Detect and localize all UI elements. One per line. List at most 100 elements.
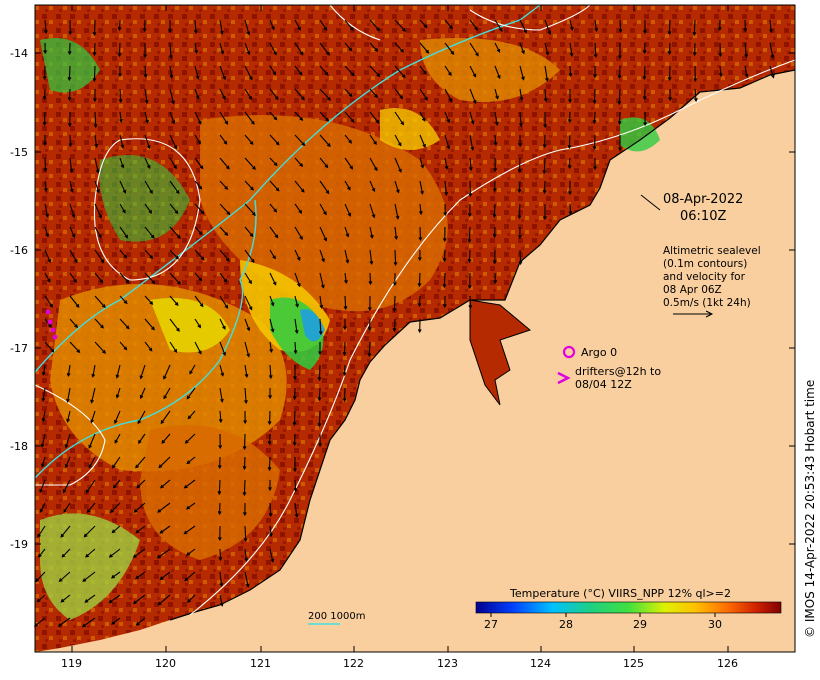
velocity-arrowhead <box>137 420 142 425</box>
velocity-arrowhead <box>345 233 350 238</box>
velocity-arrow <box>69 318 78 328</box>
velocity-arrowhead <box>35 578 40 583</box>
lon-tick: 125 <box>623 657 644 670</box>
velocity-arrowhead <box>58 578 63 582</box>
velocity-arrowhead <box>617 101 622 106</box>
velocity-arrow <box>44 226 49 237</box>
velocity-arrowhead <box>267 441 272 446</box>
velocity-arrow <box>111 617 121 625</box>
velocity-arrow <box>469 65 477 77</box>
velocity-arrowhead <box>250 186 254 191</box>
velocity-arrowhead <box>123 300 128 305</box>
velocity-arrow <box>269 249 276 259</box>
velocity-arrow <box>194 111 202 124</box>
velocity-arrowhead <box>88 464 93 469</box>
velocity-arrow <box>294 111 303 121</box>
velocity-arrow <box>219 295 228 309</box>
velocity-arrowhead <box>133 509 138 513</box>
velocity-arrow <box>344 42 352 51</box>
velocity-arrow <box>119 295 128 304</box>
velocity-arrow <box>42 364 46 375</box>
velocity-arrowhead <box>618 147 622 152</box>
velocity-arrowhead <box>249 141 254 146</box>
velocity-arrowhead <box>321 258 325 263</box>
velocity-arrowhead <box>98 234 102 239</box>
velocity-arrow <box>144 111 149 123</box>
velocity-arrowhead <box>123 346 128 351</box>
velocity-arrowhead <box>468 166 473 172</box>
velocity-arrow <box>94 249 104 263</box>
velocity-arrowhead <box>146 164 151 169</box>
velocity-arrowhead <box>568 211 573 216</box>
velocity-arrowhead <box>242 492 247 497</box>
velocity-arrowhead <box>83 533 88 538</box>
altimetry-line: (0.1m contours) <box>663 258 747 270</box>
velocity-arrowhead <box>173 165 177 170</box>
velocity-arrowhead <box>744 73 749 78</box>
velocity-arrow <box>144 180 153 194</box>
colorbar: Temperature (°C) VIIRS_NPP 12% ql>=2 27 … <box>475 587 782 631</box>
velocity-arrowhead <box>499 27 503 32</box>
velocity-arrowhead <box>275 141 280 146</box>
velocity-arrowhead <box>144 99 149 104</box>
velocity-arrow <box>344 249 349 263</box>
velocity-arrow <box>544 88 547 102</box>
velocity-arrowhead <box>177 235 181 240</box>
velocity-arrow <box>144 318 155 330</box>
velocity-arrowhead <box>158 464 163 469</box>
velocity-arrow <box>394 157 402 173</box>
velocity-arrowhead <box>40 443 45 448</box>
velocity-arrow <box>119 318 130 329</box>
velocity-arrowhead <box>420 164 425 169</box>
lat-tick: -18 <box>10 440 28 453</box>
velocity-arrow <box>469 111 474 124</box>
velocity-arrow <box>419 203 422 215</box>
velocity-arrow <box>184 525 196 535</box>
velocity-arrow <box>135 456 146 468</box>
velocity-arrowhead <box>270 558 275 563</box>
velocity-arrowhead <box>326 51 330 56</box>
altimetry-legend: Altimetric sealevel (0.1m contours) and … <box>663 245 761 318</box>
velocity-arrow <box>244 341 250 357</box>
velocity-arrowhead <box>369 234 374 239</box>
velocity-arrow <box>269 341 273 352</box>
velocity-arrowhead <box>125 279 130 284</box>
lon-tick: 120 <box>155 657 176 670</box>
lon-tick: 122 <box>343 657 364 670</box>
velocity-arrow <box>187 410 196 419</box>
velocity-arrowhead <box>444 191 449 197</box>
velocity-arrowhead <box>69 168 74 174</box>
velocity-arrow <box>244 525 247 542</box>
velocity-arrowhead <box>138 439 142 444</box>
velocity-arrowhead <box>324 164 329 169</box>
velocity-arrowhead <box>74 324 79 329</box>
lon-tick: 123 <box>437 657 458 670</box>
velocity-arrowhead <box>318 351 322 356</box>
velocity-arrowhead <box>186 395 191 400</box>
velocity-arrow <box>394 134 402 146</box>
velocity-arrowhead <box>273 162 278 167</box>
velocity-arrow <box>394 111 404 125</box>
velocity-arrow <box>319 180 330 194</box>
velocity-arrow <box>194 272 202 281</box>
velocity-arrowhead <box>151 280 156 285</box>
velocity-arrowhead <box>293 376 297 381</box>
velocity-arrowhead <box>400 48 404 53</box>
map-border <box>34 4 796 653</box>
velocity-arrowhead <box>446 145 451 150</box>
velocity-arrow <box>269 548 274 562</box>
velocity-arrow <box>39 502 46 513</box>
velocity-arrowhead <box>317 397 322 402</box>
velocity-arrowhead <box>160 420 165 425</box>
velocity-arrowhead <box>542 216 547 221</box>
drifter-track <box>45 309 58 340</box>
velocity-arrow <box>158 594 171 606</box>
velocity-arrow <box>144 249 153 259</box>
velocity-arrow <box>319 249 325 262</box>
velocity-arrowhead <box>186 460 191 465</box>
velocity-arrow <box>419 88 428 101</box>
velocity-arrow <box>294 341 297 354</box>
velocity-arrowhead <box>226 257 230 262</box>
velocity-arrow <box>668 42 671 55</box>
velocity-arrow <box>219 134 227 145</box>
